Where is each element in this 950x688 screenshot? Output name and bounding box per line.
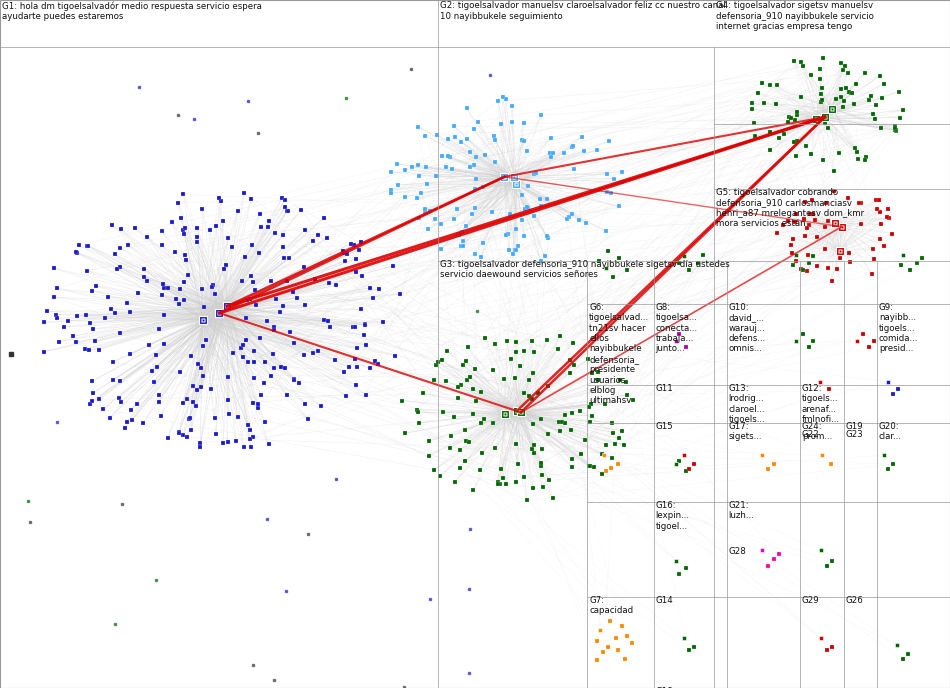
Text: G14: G14 [656, 596, 674, 605]
Text: G12:
tigoels...
arenaf...
fmlnofi...: G12: tigoels... arenaf... fmlnofi... [802, 384, 840, 424]
Text: G9:
nayibb...
tigoels...
comida...
presid...: G9: nayibb... tigoels... comida... presi… [879, 303, 918, 354]
Text: G3: tigoelsalvador defensoria_910 nayibbukele sigetsv día ustedes
servicio daewo: G3: tigoelsalvador defensoria_910 nayibb… [440, 260, 730, 279]
Text: G19: G19 [846, 422, 864, 431]
Text: G7:
capacidad: G7: capacidad [589, 596, 633, 615]
Text: G11: G11 [656, 384, 674, 393]
Text: G17:
sigets...: G17: sigets... [729, 422, 762, 441]
Text: G18:
tigoe...: G18: tigoe... [656, 687, 685, 688]
Text: G4: tigoelsalvador sigetsv manuelsv
defensoria_910 nayibbukele servicio
internet: G4: tigoelsalvador sigetsv manuelsv defe… [716, 1, 874, 31]
Text: G21:
luzh...: G21: luzh... [729, 501, 754, 520]
Text: G23: G23 [846, 430, 864, 439]
Text: G10:
david_...
warauj...
defens...
omnis...: G10: david_... warauj... defens... omnis… [729, 303, 766, 354]
Text: G1: hola dm tigoelsalvadór medio respuesta servicio espera
ayudarte puedes estar: G1: hola dm tigoelsalvadór medio respues… [2, 1, 262, 21]
Text: G26: G26 [846, 596, 864, 605]
Text: G13:
lrodrig...
claroel...
tigoels...: G13: lrodrig... claroel... tigoels... [729, 384, 766, 424]
Text: G16:
lexpin...
tigoel...: G16: lexpin... tigoel... [656, 501, 690, 530]
Text: G29: G29 [802, 596, 820, 605]
Text: G5: tigoelsalvador cobrando
defensoria_910 carlosmanciasv
henri_a87 mrelegantesv: G5: tigoelsalvador cobrando defensoria_9… [716, 188, 864, 228]
Text: G8:
tigoelsa...
conecta...
trabaja...
junto...: G8: tigoelsa... conecta... trabaja... ju… [656, 303, 697, 354]
Text: G20:
clar...: G20: clar... [879, 422, 902, 441]
Text: G2: tigoelsalvador manuelsv claroelsalvador feliz cc nuestro canal
10 nayibbukel: G2: tigoelsalvador manuelsv claroelsalva… [440, 1, 726, 21]
Text: G15: G15 [656, 422, 674, 431]
Text: G24:
prom...: G24: prom... [802, 422, 832, 441]
Text: G6:
tigoelsalvad...
tn21sv hacer
ellos
nayibbukele
defensoria_
presidente
usuari: G6: tigoelsalvad... tn21sv hacer ellos n… [589, 303, 649, 405]
Text: G22: G22 [802, 430, 820, 439]
Text: G28: G28 [729, 547, 747, 556]
